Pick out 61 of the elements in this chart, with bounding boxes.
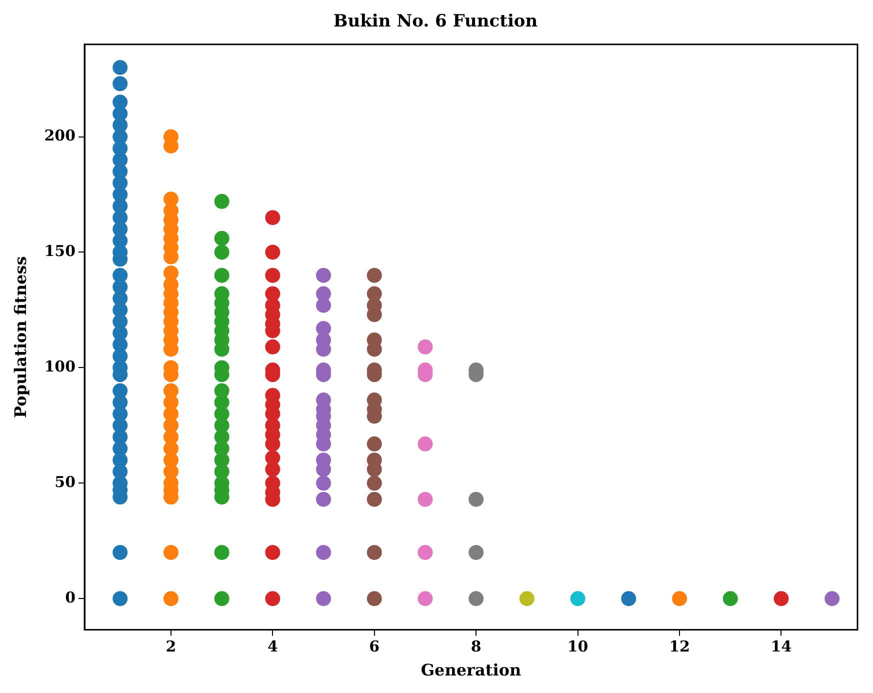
point — [316, 476, 332, 491]
point — [722, 591, 738, 606]
point — [418, 591, 433, 606]
point — [316, 591, 332, 606]
point — [418, 492, 433, 507]
point — [112, 544, 128, 560]
point — [774, 591, 789, 606]
x-tick-label: 4 — [267, 638, 278, 656]
point — [418, 339, 433, 354]
point — [265, 268, 280, 283]
point — [366, 591, 382, 606]
y-tick-label: 200 — [44, 126, 76, 145]
point — [265, 544, 280, 560]
y-tick-label: 100 — [44, 358, 76, 376]
x-tick-label: 10 — [567, 638, 588, 656]
point — [418, 544, 433, 560]
chart-title: Bukin No. 6 Function — [333, 12, 538, 32]
point — [214, 268, 230, 283]
point — [214, 591, 230, 606]
point — [112, 76, 128, 92]
x-tick-label: 6 — [369, 638, 380, 656]
point — [316, 268, 332, 283]
point — [366, 268, 382, 283]
x-tick-label: 14 — [770, 638, 792, 656]
x-tick-label: 2 — [166, 638, 176, 656]
point — [163, 544, 178, 560]
point — [316, 492, 332, 507]
point — [214, 194, 230, 209]
point — [214, 244, 230, 260]
point — [316, 544, 332, 560]
point — [265, 462, 280, 477]
point — [214, 544, 230, 560]
point — [366, 436, 382, 452]
point — [468, 492, 484, 507]
point — [163, 591, 178, 606]
y-tick-label: 50 — [54, 473, 76, 492]
point — [468, 544, 484, 560]
point — [621, 591, 636, 606]
y-tick-label: 0 — [65, 588, 76, 607]
point — [418, 436, 433, 452]
point — [366, 492, 382, 507]
point — [316, 298, 332, 313]
point — [265, 244, 280, 260]
point — [214, 230, 230, 246]
x-axis-title: Generation — [420, 660, 522, 680]
y-tick-label: 150 — [44, 242, 76, 260]
point — [672, 591, 688, 606]
point — [366, 544, 382, 560]
y-axis-title: Population fitness — [10, 256, 30, 418]
point — [366, 476, 382, 491]
point — [265, 591, 280, 606]
point — [570, 591, 586, 606]
point — [112, 60, 128, 75]
point — [265, 210, 280, 226]
x-tick-label: 12 — [669, 638, 690, 656]
point — [468, 591, 484, 606]
point — [519, 591, 534, 606]
point — [112, 591, 128, 606]
point — [265, 339, 280, 354]
point — [824, 591, 840, 606]
x-tick-label: 8 — [470, 638, 482, 656]
